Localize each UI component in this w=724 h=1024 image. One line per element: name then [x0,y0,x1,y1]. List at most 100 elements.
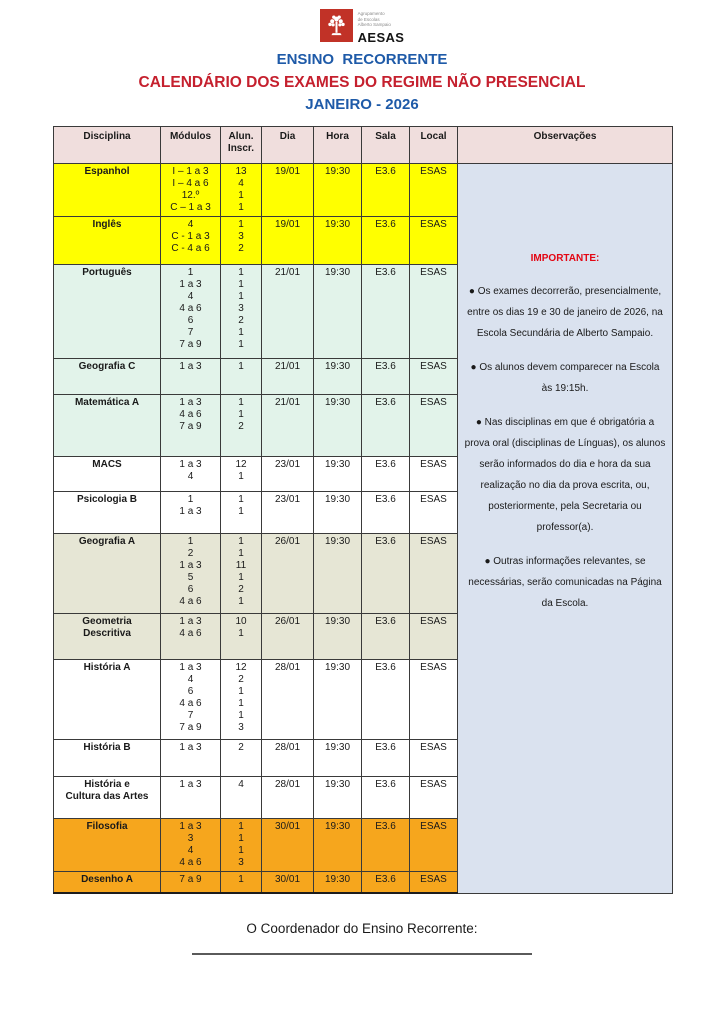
time-cell: 19:30 [313,357,362,395]
column-header-sala: Sala [361,125,410,164]
room-cell: E3.6 [361,162,410,217]
modules-cell: 1 a 3 3 4 4 a 6 [160,817,221,872]
location-cell: ESAS [409,490,458,534]
time-cell: 19:30 [313,775,362,819]
date-cell: 26/01 [261,612,314,660]
date-cell: 19/01 [261,215,314,265]
date-cell: 28/01 [261,658,314,740]
room-cell: E3.6 [361,532,410,614]
enrolled-cell: 2 [220,738,262,777]
column-header-alunos: Alun. Inscr. [220,125,262,164]
date-cell: 21/01 [261,357,314,395]
time-cell: 19:30 [313,738,362,777]
modules-cell: 1 1 a 3 [160,490,221,534]
room-cell: E3.6 [361,215,410,265]
location-cell: ESAS [409,162,458,217]
location-cell: ESAS [409,658,458,740]
location-cell: ESAS [409,263,458,359]
room-cell: E3.6 [361,658,410,740]
room-cell: E3.6 [361,775,410,819]
title-line-2: CALENDÁRIO DOS EXAMES DO REGIME NÃO PRES… [138,73,586,91]
enrolled-cell: 13 4 1 1 [220,162,262,217]
modules-cell: 1 1 a 3 4 4 a 6 6 7 7 a 9 [160,263,221,359]
time-cell: 19:30 [313,263,362,359]
school-group-name: Agrupamento de Escolas Alberto Sampaio [357,11,391,27]
title-line-3: JANEIRO - 2026 [305,95,419,113]
modules-cell: 1 a 3 4 a 6 [160,612,221,660]
room-cell: E3.6 [361,357,410,395]
enrolled-cell: 1 1 [220,490,262,534]
location-cell: ESAS [409,817,458,872]
room-cell: E3.6 [361,263,410,359]
date-cell: 23/01 [261,490,314,534]
signature-line [192,953,532,955]
location-cell: ESAS [409,738,458,777]
room-cell: E3.6 [361,817,410,872]
enrolled-cell: 1 [220,870,262,894]
table-row-geografia-c: Geografia C 1 a 3 1 21/01 19:30 E3.6 ESA… [53,357,673,395]
enrolled-cell: 1 1 1 3 2 1 1 [220,263,262,359]
location-cell: ESAS [409,215,458,265]
enrolled-cell: 1 [220,357,262,395]
enrolled-cell: 12 2 1 1 1 3 [220,658,262,740]
column-header-hora: Hora [313,125,362,164]
date-cell: 30/01 [261,817,314,872]
observations-content: IMPORTANTE: ● Os exames decorrerão, pres… [459,166,671,614]
discipline-cell: Desenho A [53,870,161,894]
table-row-espanhol: Espanhol I – 1 a 3 I – 4 a 6 12.º C – 1 … [53,162,673,894]
room-cell: E3.6 [361,490,410,534]
modules-cell: 1 a 3 4 a 6 7 a 9 [160,393,221,457]
title-line-1: ENSINO RECORRENTE [276,50,448,68]
school-acronym: AESAS [357,29,405,45]
modules-cell: 7 a 9 [160,870,221,894]
modules-cell: I – 1 a 3 I – 4 a 6 12.º C – 1 a 3 [160,162,221,217]
enrolled-cell: 12 1 [220,455,262,492]
enrolled-cell: 1 1 11 1 2 1 [220,532,262,614]
discipline-cell: Geografia C [53,357,161,395]
exam-calendar-table: Disciplina Módulos Alun. Inscr. Dia Hora… [53,125,673,894]
time-cell: 19:30 [313,532,362,614]
document-title-block: ENSINO RECORRENTE CALENDÁRIO DOS EXAMES … [0,50,724,115]
location-cell: ESAS [409,393,458,457]
date-cell: 21/01 [261,393,314,457]
discipline-cell: História A [53,658,161,740]
location-cell: ESAS [409,532,458,614]
date-cell: 23/01 [261,455,314,492]
discipline-cell: Psicologia B [53,490,161,534]
column-header-observacoes: Observações [457,125,673,164]
time-cell: 19:30 [313,162,362,217]
discipline-cell: Geografia A [53,532,161,614]
discipline-cell: História e Cultura das Artes [53,775,161,819]
discipline-cell: Filosofia [53,817,161,872]
room-cell: E3.6 [361,455,410,492]
location-cell: ESAS [409,775,458,819]
modules-cell: 1 a 3 4 6 4 a 6 7 7 a 9 [160,658,221,740]
room-cell: E3.6 [361,393,410,457]
table-header-row: Disciplina Módulos Alun. Inscr. Dia Hora… [53,125,673,164]
observations-panel: IMPORTANTE: ● Os exames decorrerão, pres… [457,162,673,894]
date-cell: 28/01 [261,775,314,819]
discipline-cell: Geometria Descritiva [53,612,161,660]
time-cell: 19:30 [313,612,362,660]
logo-text-block: Agrupamento de Escolas Alberto Sampaio A… [358,9,405,45]
enrolled-cell: 4 [220,775,262,819]
enrolled-cell: 1 1 2 [220,393,262,457]
room-cell: E3.6 [361,738,410,777]
location-cell: ESAS [409,357,458,395]
discipline-cell: Português [53,263,161,359]
date-cell: 30/01 [261,870,314,894]
table-row-historia-a: História A 1 a 3 4 6 4 a 6 7 7 a 9 12 2 … [53,658,673,740]
important-heading: IMPORTANTE: [530,252,600,264]
discipline-cell: MACS [53,455,161,492]
date-cell: 19/01 [261,162,314,217]
column-header-dia: Dia [261,125,314,164]
enrolled-cell: 1 1 1 3 [220,817,262,872]
time-cell: 19:30 [313,455,362,492]
room-cell: E3.6 [361,612,410,660]
observation-item: ● Os alunos devem comparecer na Escola à… [470,361,660,394]
location-cell: ESAS [409,870,458,894]
time-cell: 19:30 [313,658,362,740]
date-cell: 26/01 [261,532,314,614]
modules-cell: 4 C - 1 a 3 C - 4 a 6 [160,215,221,265]
modules-cell: 1 a 3 [160,357,221,395]
